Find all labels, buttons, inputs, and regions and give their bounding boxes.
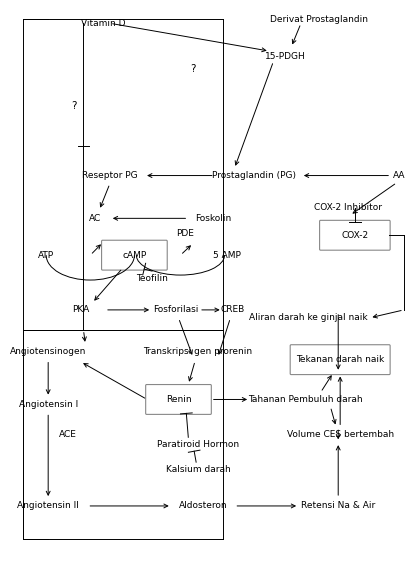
Text: Aldosteron: Aldosteron [178, 502, 227, 510]
Text: PDE: PDE [176, 229, 194, 238]
Text: 15-PDGH: 15-PDGH [265, 51, 306, 61]
Text: Fosforilasi: Fosforilasi [153, 305, 198, 314]
Text: COX-2: COX-2 [341, 231, 369, 240]
Text: ?: ? [191, 64, 196, 74]
FancyBboxPatch shape [102, 240, 167, 270]
Text: Retensi Na & Air: Retensi Na & Air [301, 502, 375, 510]
Text: Angiotensinogen: Angiotensinogen [10, 347, 86, 356]
Text: Foskolin: Foskolin [195, 214, 231, 223]
Text: Prostaglandin (PG): Prostaglandin (PG) [212, 171, 296, 180]
Text: AC: AC [89, 214, 101, 223]
FancyBboxPatch shape [146, 384, 211, 414]
Text: Tekanan darah naik: Tekanan darah naik [296, 355, 384, 364]
Text: Transkripsi gen prorenin: Transkripsi gen prorenin [143, 347, 253, 356]
Text: Kalsium darah: Kalsium darah [166, 465, 231, 473]
Text: ATP: ATP [38, 251, 54, 260]
Text: AA: AA [393, 171, 405, 180]
Text: Angiotensin II: Angiotensin II [17, 502, 79, 510]
Text: Teofilin: Teofilin [136, 273, 168, 283]
Text: Reseptor PG: Reseptor PG [82, 171, 138, 180]
Text: COX-2 Inhibitor: COX-2 Inhibitor [314, 203, 382, 212]
Text: Volume CES bertembah: Volume CES bertembah [286, 430, 394, 439]
Text: Aliran darah ke ginjal naik: Aliran darah ke ginjal naik [249, 313, 368, 323]
Text: CREB: CREB [220, 305, 244, 314]
Text: Paratiroid Hormon: Paratiroid Hormon [157, 440, 239, 449]
Text: ?: ? [71, 101, 76, 111]
Text: 5 AMP: 5 AMP [213, 251, 241, 260]
Text: Tahanan Pembuluh darah: Tahanan Pembuluh darah [249, 395, 363, 404]
Text: ACE: ACE [59, 430, 77, 439]
Text: cAMP: cAMP [122, 251, 146, 260]
Text: PKA: PKA [72, 305, 89, 314]
FancyBboxPatch shape [319, 220, 390, 250]
FancyBboxPatch shape [290, 344, 390, 375]
Text: Angiotensin I: Angiotensin I [18, 400, 78, 409]
Text: Derivat Prostaglandin: Derivat Prostaglandin [270, 16, 368, 24]
Text: Vitamin D: Vitamin D [80, 19, 125, 28]
Text: Renin: Renin [166, 395, 191, 404]
